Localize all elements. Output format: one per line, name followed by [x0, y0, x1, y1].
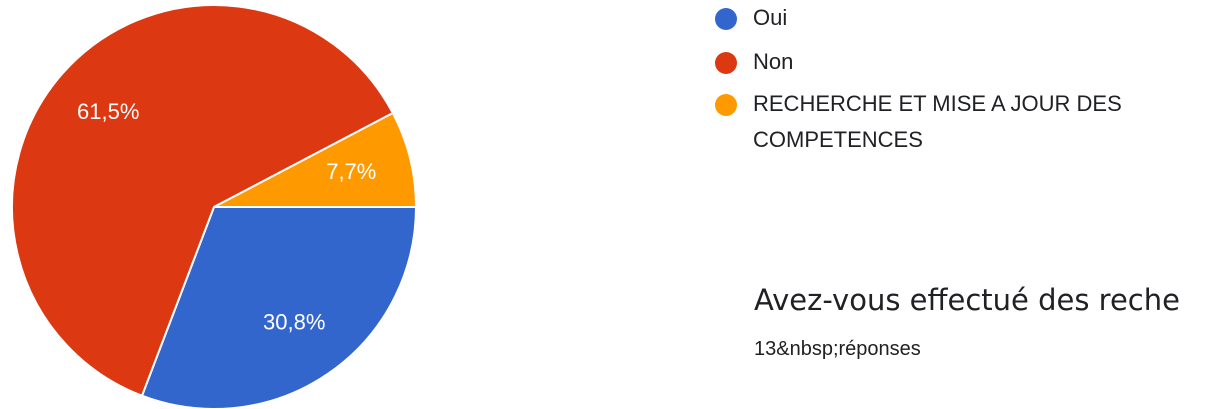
slice-non-label: 61,5% [77, 99, 139, 124]
response-count: 13&nbsp;réponses [754, 338, 921, 360]
legend-item-recherche[interactable]: RECHERCHE ET MISE A JOUR DES COMPETENCES [715, 86, 1208, 158]
legend-label-non: Non [753, 49, 794, 74]
legend-label-oui: Oui [753, 5, 788, 30]
slice-recherche[interactable] [213, 111, 418, 208]
legend-swatch-recherche [715, 94, 737, 116]
legend-label-recherche: RECHERCHE ET MISE A JOUR DES COMPETENCES [753, 91, 1122, 152]
slice-oui[interactable] [140, 206, 418, 409]
slice-oui-label: 30,8% [263, 309, 325, 334]
legend-item-non[interactable]: Non [715, 44, 1208, 80]
slice-non[interactable] [11, 4, 395, 398]
legend-swatch-oui [715, 8, 737, 30]
legend-swatch-non [715, 52, 737, 74]
slice-recherche-label: 7,7% [326, 159, 376, 184]
question-title: Avez-vous effectué des reche [754, 283, 1180, 317]
pie-chart: 30,8% 61,5% 7,7% [11, 4, 418, 409]
legend-item-oui[interactable]: Oui [715, 0, 1208, 36]
